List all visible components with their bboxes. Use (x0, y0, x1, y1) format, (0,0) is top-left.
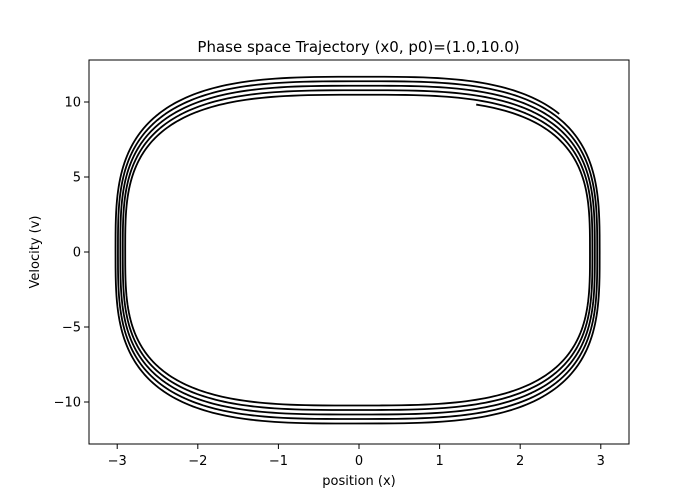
y-tick-label: 10 (64, 96, 81, 111)
x-tick-label: 3 (597, 454, 605, 469)
y-axis: −10 −5 0 5 10 (54, 96, 89, 411)
x-axis-label: position (x) (322, 474, 395, 489)
y-tick-label: 5 (73, 171, 81, 186)
x-tick-label: −1 (269, 454, 288, 469)
plot-area (88, 59, 630, 445)
y-tick-label: 0 (73, 246, 81, 261)
x-tick-label: 1 (435, 454, 443, 469)
chart-title: Phase space Trajectory (x0, p0)=(1.0,10.… (197, 38, 519, 56)
x-tick-label: 2 (516, 454, 524, 469)
x-tick-label: −3 (108, 454, 127, 469)
y-tick-label: −10 (54, 396, 81, 411)
x-axis: −3 −2 −1 0 1 2 3 (108, 444, 605, 469)
y-axis-label: Velocity (v) (28, 216, 43, 289)
x-tick-label: −2 (188, 454, 207, 469)
trajectory-line (114, 75, 601, 425)
x-tick-label: 0 (355, 454, 363, 469)
y-tick-label: −5 (62, 321, 81, 336)
